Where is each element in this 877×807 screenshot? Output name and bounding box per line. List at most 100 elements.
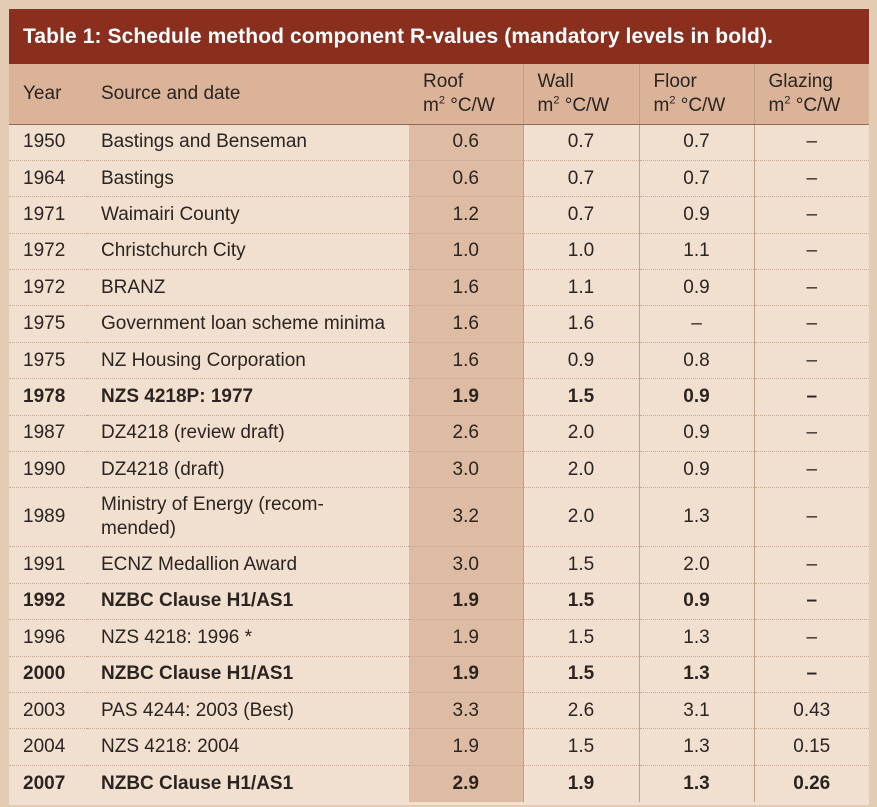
header-glazing-unit: m2 °C/W <box>768 94 841 116</box>
cell-glazing: – <box>753 546 869 584</box>
cell-glazing: – <box>753 656 869 693</box>
header-roof-label: Roof <box>423 70 464 92</box>
cell-source: Ministry of Energy (recom- mended) <box>87 487 409 548</box>
cell-wall: 0.7 <box>522 160 639 198</box>
cell-floor: – <box>638 305 754 343</box>
cell-wall: 0.7 <box>522 124 639 161</box>
cell-floor: 0.9 <box>638 451 754 489</box>
cell-roof: 3.2 <box>409 487 523 548</box>
cell-glazing: – <box>753 415 869 453</box>
cell-floor: 0.9 <box>638 415 754 453</box>
cell-roof: 1.6 <box>409 342 523 380</box>
cell-glazing: – <box>753 487 869 548</box>
table-title: Table 1: Schedule method component R-val… <box>9 9 869 64</box>
cell-floor: 0.8 <box>638 342 754 380</box>
cell-year: 1992 <box>9 583 87 621</box>
cell-glazing: 0.43 <box>753 692 869 730</box>
cell-glazing: – <box>753 269 869 307</box>
cell-wall: 1.0 <box>522 233 639 271</box>
cell-roof: 2.6 <box>409 415 523 453</box>
cell-roof: 0.6 <box>409 124 523 161</box>
cell-glazing: – <box>753 583 869 621</box>
cell-source: PAS 4244: 2003 (Best) <box>87 692 409 730</box>
cell-source: NZS 4218: 2004 <box>87 728 409 766</box>
cell-year: 1991 <box>9 546 87 584</box>
header-wall-unit: m2 °C/W <box>537 94 610 116</box>
cell-year: 1978 <box>9 378 87 416</box>
header-roof: Roof m2 °C/W <box>409 64 523 125</box>
cell-year: 1950 <box>9 124 87 161</box>
cell-source: NZBC Clause H1/AS1 <box>87 656 409 693</box>
table-row: 1989 Ministry of Energy (recom- mended) 3.… <box>9 487 869 548</box>
cell-year: 1987 <box>9 415 87 453</box>
table-row: 2004 NZS 4218: 2004 1.9 1.5 1.3 0.15 <box>9 728 869 766</box>
cell-source: Bastings and Benseman <box>87 124 409 161</box>
cell-year: 1964 <box>9 160 87 198</box>
cell-source: Waimairi County <box>87 196 409 234</box>
table-row: 1972 BRANZ 1.6 1.1 0.9– <box>9 269 869 307</box>
cell-year: 1975 <box>9 342 87 380</box>
cell-floor: 0.9 <box>638 196 754 234</box>
table-row: 1996 NZS 4218: 1996 * 1.9 1.5 1.3– <box>9 619 869 657</box>
cell-year: 2007 <box>9 765 87 802</box>
cell-glazing: 0.15 <box>753 728 869 766</box>
cell-glazing: – <box>753 451 869 489</box>
cell-floor: 0.9 <box>638 269 754 307</box>
cell-floor: 1.3 <box>638 765 754 802</box>
cell-wall: 2.0 <box>522 451 639 489</box>
r-values-table: Year Source and date Roof m2 °C/W Wall m… <box>9 64 869 802</box>
header-row: Year Source and date Roof m2 °C/W Wall m… <box>9 64 869 125</box>
cell-source: Government loan scheme minima <box>87 305 409 343</box>
cell-floor: 1.1 <box>638 233 754 271</box>
table-row: 1971 Waimairi County 1.2 0.7 0.9– <box>9 196 869 234</box>
cell-floor: 0.7 <box>638 160 754 198</box>
table-row: 1972 Christchurch City 1.0 1.0 1.1– <box>9 233 869 271</box>
cell-wall: 1.5 <box>522 378 639 416</box>
table-row: 1987 DZ4218 (review draft) 2.6 2.0 0.9– <box>9 415 869 453</box>
cell-year: 2003 <box>9 692 87 730</box>
table-row: 1978 NZS 4218P: 1977 1.9 1.5 0.9– <box>9 378 869 416</box>
cell-wall: 0.9 <box>522 342 639 380</box>
cell-wall: 1.6 <box>522 305 639 343</box>
cell-roof: 0.6 <box>409 160 523 198</box>
cell-source: Christchurch City <box>87 233 409 271</box>
cell-roof: 1.9 <box>409 378 523 416</box>
cell-roof: 3.3 <box>409 692 523 730</box>
cell-wall: 1.5 <box>522 583 639 621</box>
cell-wall: 0.7 <box>522 196 639 234</box>
table-row: 1975 NZ Housing Corporation 1.6 0.9 0.8– <box>9 342 869 380</box>
table-row: 1975 Government loan scheme minima 1.6 1.6–… <box>9 305 869 343</box>
cell-roof: 1.2 <box>409 196 523 234</box>
cell-source: BRANZ <box>87 269 409 307</box>
cell-wall: 1.5 <box>522 656 639 693</box>
table-row: 2007 NZBC Clause H1/AS1 2.9 1.9 1.3 0.26 <box>9 765 869 802</box>
cell-roof: 3.0 <box>409 546 523 584</box>
table-row: 1991 ECNZ Medallion Award 3.0 1.5 2.0– <box>9 546 869 584</box>
cell-source: NZBC Clause H1/AS1 <box>87 583 409 621</box>
table-row: 1964 Bastings 0.6 0.7 0.7– <box>9 160 869 198</box>
cell-source: Bastings <box>87 160 409 198</box>
cell-wall: 1.9 <box>522 765 639 802</box>
cell-roof: 1.6 <box>409 305 523 343</box>
cell-glazing: – <box>753 196 869 234</box>
cell-floor: 1.3 <box>638 619 754 657</box>
cell-wall: 2.6 <box>522 692 639 730</box>
header-floor: Floor m2 °C/W <box>638 64 754 125</box>
cell-floor: 3.1 <box>638 692 754 730</box>
cell-floor: 2.0 <box>638 546 754 584</box>
cell-wall: 2.0 <box>522 487 639 548</box>
header-glazing: Glazing m2 °C/W <box>753 64 869 125</box>
cell-glazing: – <box>753 619 869 657</box>
cell-year: 1975 <box>9 305 87 343</box>
table-row: 1992 NZBC Clause H1/AS1 1.9 1.5 0.9– <box>9 583 869 621</box>
header-wall: Wall m2 °C/W <box>522 64 639 125</box>
cell-source: NZBC Clause H1/AS1 <box>87 765 409 802</box>
cell-glazing: – <box>753 233 869 271</box>
table-body: 1950 Bastings and Benseman 0.6 0.7 0.7–1964 B… <box>9 124 869 802</box>
header-year: Year <box>9 64 87 125</box>
table-row: 1950 Bastings and Benseman 0.6 0.7 0.7– <box>9 124 869 161</box>
cell-roof: 1.9 <box>409 656 523 693</box>
cell-glazing: – <box>753 342 869 380</box>
cell-roof: 1.9 <box>409 728 523 766</box>
header-source: Source and date <box>87 64 409 125</box>
